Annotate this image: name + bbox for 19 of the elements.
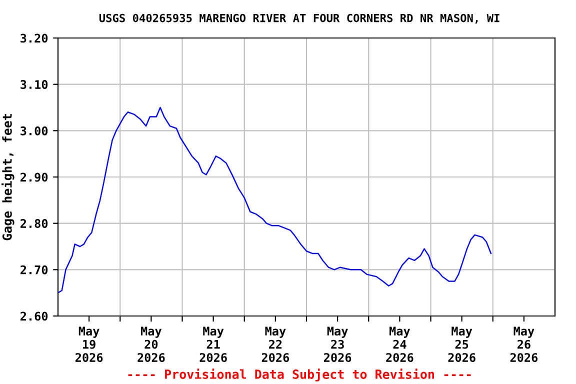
x-tick-label: May 26 2026: [510, 326, 538, 362]
y-tick-label: 3.20: [20, 34, 48, 43]
y-tick-label: 3.10: [20, 80, 48, 89]
x-tick-label: May 22 2026: [262, 326, 290, 362]
x-tick-label: May 20 2026: [138, 326, 165, 362]
y-tick-label: 2.70: [20, 265, 48, 274]
x-tick-label: May 23 2026: [324, 326, 352, 362]
y-tick-label: 2.90: [20, 172, 48, 182]
chart-title: USGS 040265935 MARENGO RIVER AT FOUR CORNERS RD NR MASON, WI: [99, 14, 500, 24]
line-series: [58, 106, 492, 294]
y-tick-label: 3.00: [20, 126, 48, 136]
y-tick-label: 2.80: [20, 219, 48, 228]
x-tick-label: May 21 2026: [200, 326, 227, 362]
x-tick-label: May 25 2026: [448, 326, 476, 362]
y-axis-title: Gage height, feet: [2, 114, 14, 240]
x-tick-label: May 24 2026: [386, 326, 414, 362]
x-tick-label: May 19 2026: [76, 326, 103, 362]
y-tick-label: 2.60: [20, 312, 48, 321]
text: ---- Provisional Data Subject to Revision ----: [128, 368, 471, 382]
